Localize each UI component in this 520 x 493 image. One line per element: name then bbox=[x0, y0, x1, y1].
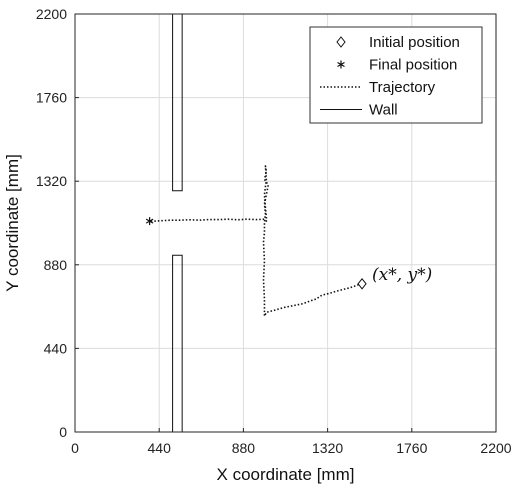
legend-diamond-icon bbox=[336, 36, 346, 48]
y-tick-label: 440 bbox=[44, 340, 68, 356]
final-position-marker bbox=[145, 217, 154, 226]
y-ticks: 0 440 880 1320 1760 2200 bbox=[36, 6, 79, 440]
y-tick-label: 0 bbox=[59, 424, 67, 440]
y-tick-label: 1320 bbox=[36, 173, 67, 189]
x-tick-label: 0 bbox=[71, 440, 79, 456]
y-axis-label: Y coordinate [mm] bbox=[3, 154, 22, 292]
x-ticks: 0 440 880 1320 1760 2200 bbox=[71, 428, 512, 456]
x-tick-label: 2200 bbox=[480, 440, 511, 456]
legend-asterisk-icon bbox=[337, 60, 345, 69]
asterisk-stroke bbox=[337, 61, 345, 68]
initial-position-marker bbox=[357, 277, 367, 290]
annotation-label: (x*, y*) bbox=[372, 265, 432, 285]
trajectory bbox=[149, 165, 363, 317]
legend-label: Trajectory bbox=[369, 79, 436, 96]
plot-frame bbox=[74, 13, 497, 433]
legend-label: Wall bbox=[369, 102, 398, 119]
asterisk-stroke bbox=[145, 218, 154, 224]
trajectory-line bbox=[149, 165, 363, 317]
x-tick-label: 1320 bbox=[312, 440, 343, 456]
annotation: (x*, y*) bbox=[372, 265, 432, 285]
y-tick-label: 880 bbox=[44, 257, 68, 273]
x-tick-label: 1760 bbox=[396, 440, 427, 456]
markers bbox=[145, 217, 367, 290]
x-tick-label: 880 bbox=[232, 440, 256, 456]
y-tick-label: 1760 bbox=[36, 90, 67, 106]
x-axis-label: X coordinate [mm] bbox=[217, 465, 355, 484]
y-tick-label: 2200 bbox=[36, 6, 67, 22]
x-tick-label: 440 bbox=[148, 440, 172, 456]
legend: Initial position Final position Trajectory… bbox=[309, 26, 483, 124]
legend-label: Final position bbox=[369, 57, 457, 74]
legend-label: Initial position bbox=[369, 34, 460, 51]
